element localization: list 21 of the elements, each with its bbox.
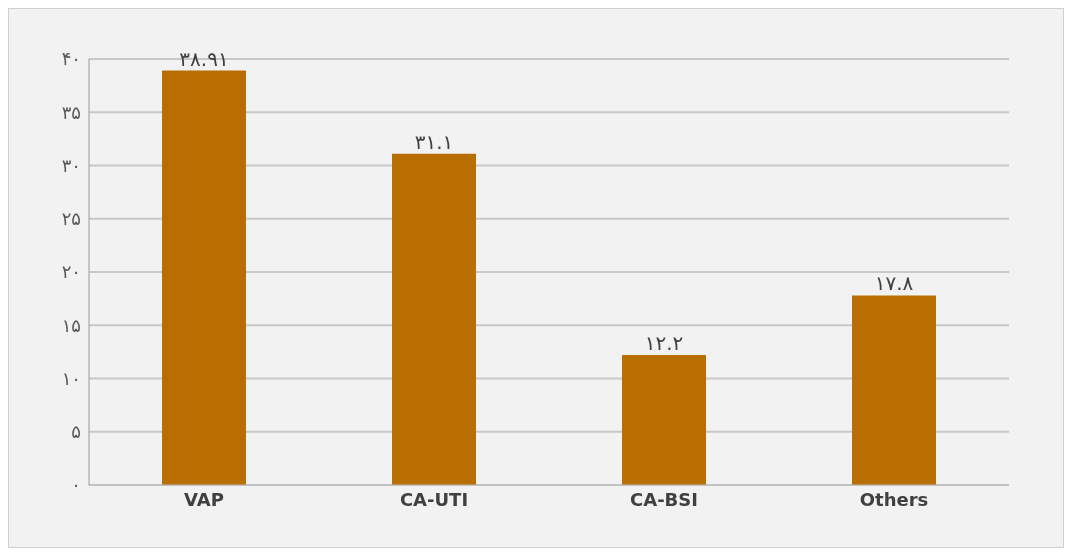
data-label: ۳۸.۹۱: [179, 46, 229, 71]
y-tick-label: ۳۰: [61, 154, 81, 176]
x-tick-label: CA-UTI: [399, 488, 469, 510]
y-tick-label: ۱۵: [61, 314, 81, 336]
bar: [392, 153, 476, 485]
bar: [162, 70, 246, 485]
x-tick-label: CA-BSI: [630, 488, 698, 510]
y-tick-label: ۱۰: [61, 367, 81, 389]
y-tick-label: ۰: [71, 474, 81, 496]
data-label: ۱۲.۲: [644, 331, 684, 356]
bar: [852, 295, 936, 485]
y-tick-label: ۲۵: [61, 208, 81, 230]
data-label: ۱۷.۸: [874, 271, 914, 296]
y-tick-label: ۳۵: [61, 101, 81, 123]
y-tick-label: ۲۰: [61, 261, 81, 283]
x-tick-label: Others: [859, 488, 929, 510]
y-tick-label: ۵: [71, 421, 81, 443]
data-label: ۳۱.۱: [414, 129, 454, 154]
x-tick-label: VAP: [184, 488, 224, 510]
bar: [622, 355, 706, 485]
y-tick-label: ۴۰: [61, 48, 81, 70]
